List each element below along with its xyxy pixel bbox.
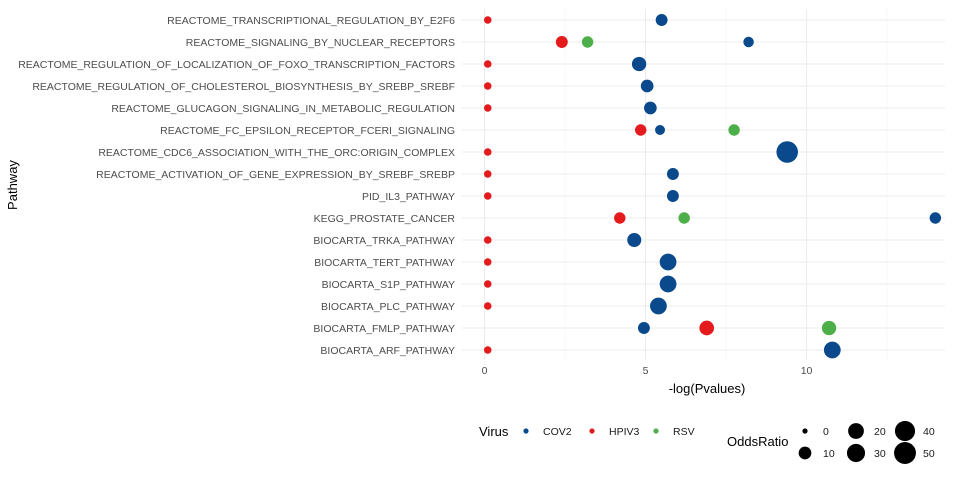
point-cov2 xyxy=(776,141,798,163)
point-hpiv3 xyxy=(483,148,492,156)
point-rsv xyxy=(821,320,837,336)
point-cov2 xyxy=(627,232,642,248)
y-tick-label: BIOCARTA_S1P_PATHWAY xyxy=(322,279,455,291)
legend-label-cov2: COV2 xyxy=(543,426,572,438)
y-tick-label: REACTOME_CDC6_ASSOCIATION_WITH_THE_ORC:O… xyxy=(98,147,455,159)
point-cov2 xyxy=(929,212,942,224)
size-legend-label: 20 xyxy=(874,426,886,438)
y-tick-label: BIOCARTA_PLC_PATHWAY xyxy=(321,301,455,313)
point-rsv xyxy=(678,212,690,224)
y-tick-label: KEGG_PROSTATE_CANCER xyxy=(314,213,456,225)
point-hpiv3 xyxy=(483,104,492,112)
point-hpiv3 xyxy=(483,170,492,178)
size-legend-label: 0 xyxy=(823,426,829,438)
y-tick-label: REACTOME_ACTIVATION_OF_GENE_EXPRESSION_B… xyxy=(96,169,455,181)
x-tick-label: 0 xyxy=(482,365,488,377)
point-hpiv3 xyxy=(614,212,626,224)
x-tick-label: 5 xyxy=(643,365,649,377)
grid xyxy=(462,9,945,360)
point-hpiv3 xyxy=(483,60,492,68)
point-cov2 xyxy=(659,275,677,293)
point-cov2 xyxy=(644,101,657,115)
point-hpiv3 xyxy=(483,16,492,24)
point-rsv xyxy=(581,36,594,48)
y-tick-label: BIOCARTA_ARF_PATHWAY xyxy=(320,345,455,357)
y-tick-label: REACTOME_REGULATION_OF_LOCALIZATION_OF_F… xyxy=(18,59,455,71)
legend-label-hpiv3: HPIV3 xyxy=(609,426,640,438)
legend-label-rsv: RSV xyxy=(673,426,695,438)
point-cov2 xyxy=(666,168,679,180)
legend-key-cov2 xyxy=(523,428,529,434)
size-legend-key xyxy=(894,442,916,464)
x-tick-labels: 0 5 10 xyxy=(482,365,813,377)
point-rsv xyxy=(728,124,740,136)
size-legend-key xyxy=(846,443,866,463)
y-tick-label: REACTOME_TRANSCRIPTIONAL_REGULATION_BY_E… xyxy=(167,15,455,27)
legend-key-hpiv3 xyxy=(589,428,595,434)
size-legend-key xyxy=(894,420,916,442)
y-tick-label: BIOCARTA_TRKA_PATHWAY xyxy=(313,235,455,247)
size-legend-title: OddsRatio xyxy=(727,434,788,449)
color-legend-title: Virus xyxy=(479,424,509,439)
point-hpiv3 xyxy=(555,36,568,48)
point-cov2 xyxy=(637,322,650,334)
y-tick-label: BIOCARTA_TERT_PATHWAY xyxy=(314,257,455,269)
size-legend-key xyxy=(848,423,864,439)
y-tick-label: REACTOME_GLUCAGON_SIGNALING_IN_METABOLIC… xyxy=(111,103,455,115)
x-axis-title: -log(Pvalues) xyxy=(669,381,746,396)
point-cov2 xyxy=(823,341,841,359)
point-cov2 xyxy=(650,297,667,315)
x-tick-label: 10 xyxy=(801,365,813,377)
point-cov2 xyxy=(659,253,677,271)
color-legend-items: COV2 HPIV3 RSV xyxy=(523,426,695,438)
y-tick-labels: REACTOME_TRANSCRIPTIONAL_REGULATION_BY_E… xyxy=(18,15,455,357)
point-cov2 xyxy=(655,14,668,26)
size-legend-label: 30 xyxy=(874,448,886,460)
y-tick-label: REACTOME_SIGNALING_BY_NUCLEAR_RECEPTORS xyxy=(186,37,455,49)
point-cov2 xyxy=(666,190,679,202)
point-hpiv3 xyxy=(483,192,492,200)
point-hpiv3 xyxy=(483,236,492,244)
point-cov2 xyxy=(631,56,647,72)
size-legend-key xyxy=(798,446,812,460)
data-points xyxy=(483,14,942,359)
point-hpiv3 xyxy=(483,280,492,288)
point-cov2 xyxy=(655,125,665,135)
y-axis-title: Pathway xyxy=(5,160,20,210)
y-tick-label: REACTOME_FC_EPSILON_RECEPTOR_FCERI_SIGNA… xyxy=(160,125,455,137)
y-tick-label: BIOCARTA_FMLP_PATHWAY xyxy=(313,323,455,335)
point-hpiv3 xyxy=(483,302,492,310)
size-legend-items: 0 10 20 30 40 50 xyxy=(798,420,935,464)
size-legend-label: 50 xyxy=(923,448,935,460)
point-hpiv3 xyxy=(634,124,647,136)
point-hpiv3 xyxy=(699,320,715,336)
y-tick-label: PID_IL3_PATHWAY xyxy=(362,191,455,203)
point-cov2 xyxy=(640,79,654,93)
size-legend-label: 40 xyxy=(923,426,935,438)
point-cov2 xyxy=(743,36,754,48)
legend: Virus OddsRatio COV2 HPIV3 RSV 0 10 20 30 40 50 xyxy=(479,420,935,464)
y-tick-label: REACTOME_REGULATION_OF_CHOLESTEROL_BIOSY… xyxy=(32,81,455,93)
point-hpiv3 xyxy=(483,82,492,90)
size-legend-key xyxy=(802,428,808,434)
point-hpiv3 xyxy=(483,346,492,354)
point-hpiv3 xyxy=(483,258,492,266)
size-legend-label: 10 xyxy=(823,448,835,460)
legend-key-rsv xyxy=(653,428,659,434)
